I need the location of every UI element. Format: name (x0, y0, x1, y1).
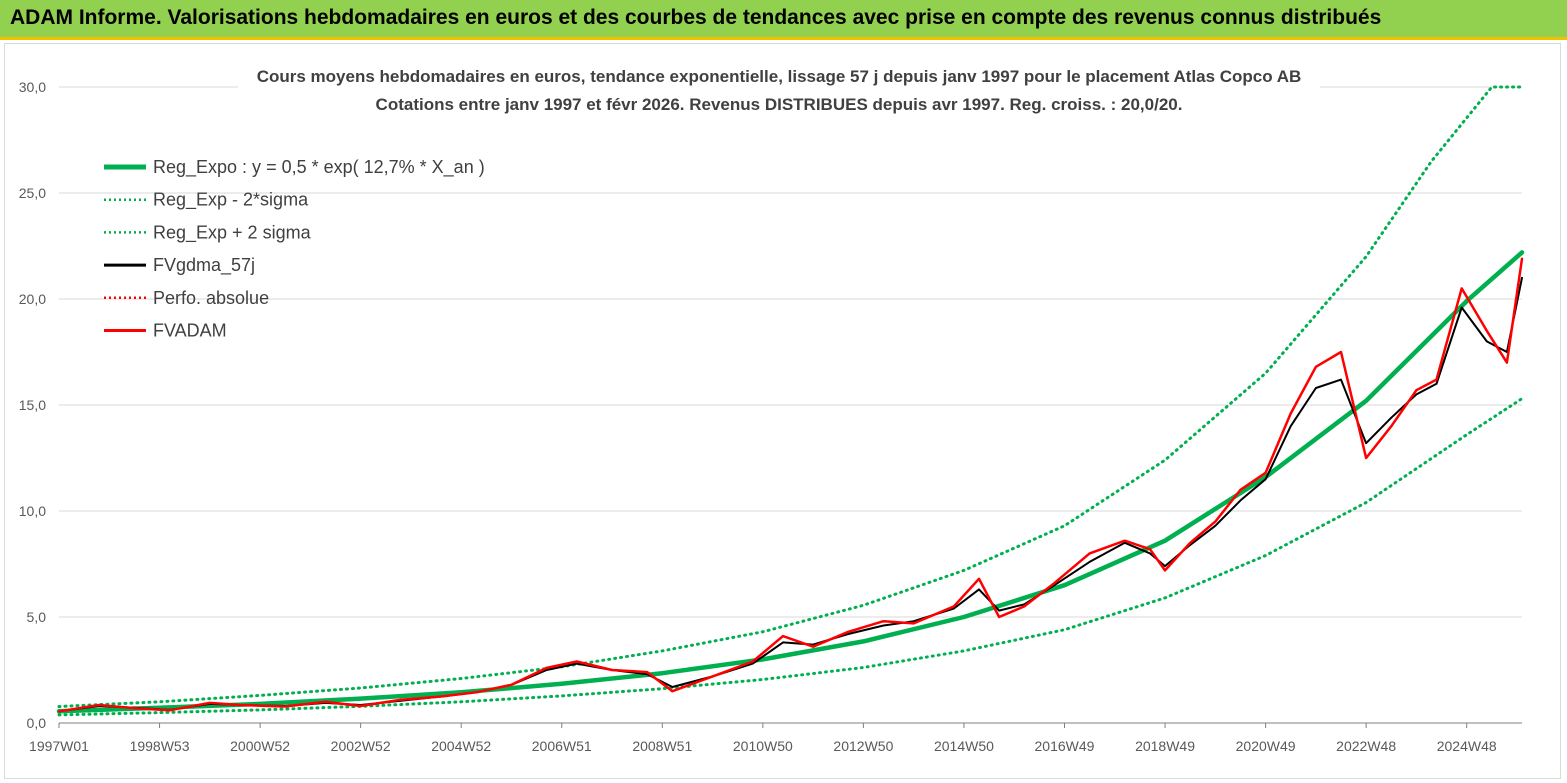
legend-label: FVADAM (153, 321, 227, 341)
y-tick-label: 10,0 (19, 503, 46, 519)
x-tick-label: 2018W49 (1135, 738, 1195, 754)
x-tick-label: 1998W53 (130, 738, 190, 754)
x-tick-label: 2012W50 (833, 738, 893, 754)
legend-label: Perfo. absolue (153, 288, 269, 308)
x-tick-label: 1997W01 (29, 738, 89, 754)
series-line-5 (57, 257, 1524, 713)
chart-title: Cours moyens hebdomadaires en euros, ten… (257, 67, 1302, 86)
series-line-1 (57, 397, 1524, 717)
legend-label: Reg_Exp + 2 sigma (153, 222, 312, 243)
x-tick-label: 2008W51 (632, 738, 692, 754)
x-tick-label: 2020W49 (1236, 738, 1296, 754)
y-tick-label: 30,0 (19, 79, 46, 95)
series-line-3 (58, 276, 1523, 713)
series-layer (56, 85, 1525, 717)
x-tick-label: 2016W49 (1035, 738, 1095, 754)
x-tick-label: 2024W48 (1437, 738, 1497, 754)
legend-label: FVgdma_57j (153, 255, 255, 276)
y-tick-label: 5,0 (27, 609, 47, 625)
x-tick-label: 2000W52 (230, 738, 290, 754)
legend-label: Reg_Exp - 2*sigma (153, 190, 309, 211)
chart-subtitle: Cotations entre janv 1997 et févr 2026. … (376, 95, 1183, 114)
series-line-2 (57, 85, 1524, 708)
y-tick-label: 20,0 (19, 291, 46, 307)
header-banner: ADAM Informe. Valorisations hebdomadaire… (0, 0, 1567, 40)
x-tick-label: 2014W50 (934, 738, 994, 754)
y-tick-label: 15,0 (19, 397, 46, 413)
legend-label: Reg_Expo : y = 0,5 * exp( 12,7% * X_an ) (153, 157, 485, 178)
legend: Reg_Expo : y = 0,5 * exp( 12,7% * X_an )… (104, 157, 485, 341)
x-tick-label: 2006W51 (532, 738, 592, 754)
x-tick-label: 2002W52 (331, 738, 391, 754)
title-backdrop (238, 60, 1320, 120)
y-tick-label: 0,0 (27, 715, 47, 731)
x-tick-label: 2004W52 (431, 738, 491, 754)
page-title: ADAM Informe. Valorisations hebdomadaire… (10, 6, 1382, 29)
y-tick-label: 25,0 (19, 185, 46, 201)
x-tick-label: 2010W50 (733, 738, 793, 754)
series-line-0 (56, 250, 1525, 714)
label-layer: 0,0 5,0 10,0 15,0 20,0 25,0 30,0 1997W01 1998W53… (19, 79, 1497, 754)
x-tick-label: 2022W48 (1336, 738, 1396, 754)
chart-frame (4, 43, 1561, 779)
